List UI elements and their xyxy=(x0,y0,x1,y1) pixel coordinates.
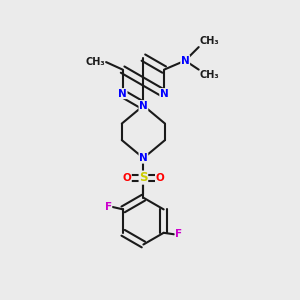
Text: N: N xyxy=(160,88,169,99)
Text: CH₃: CH₃ xyxy=(86,57,106,67)
Text: N: N xyxy=(139,153,148,163)
Text: F: F xyxy=(175,229,182,239)
Text: O: O xyxy=(155,172,164,183)
Text: S: S xyxy=(139,171,148,184)
Text: CH₃: CH₃ xyxy=(199,70,219,80)
Text: CH₃: CH₃ xyxy=(199,37,219,46)
Text: F: F xyxy=(105,202,112,212)
Text: O: O xyxy=(122,172,131,183)
Text: N: N xyxy=(181,56,190,66)
Text: N: N xyxy=(118,88,127,99)
Text: N: N xyxy=(139,100,148,111)
